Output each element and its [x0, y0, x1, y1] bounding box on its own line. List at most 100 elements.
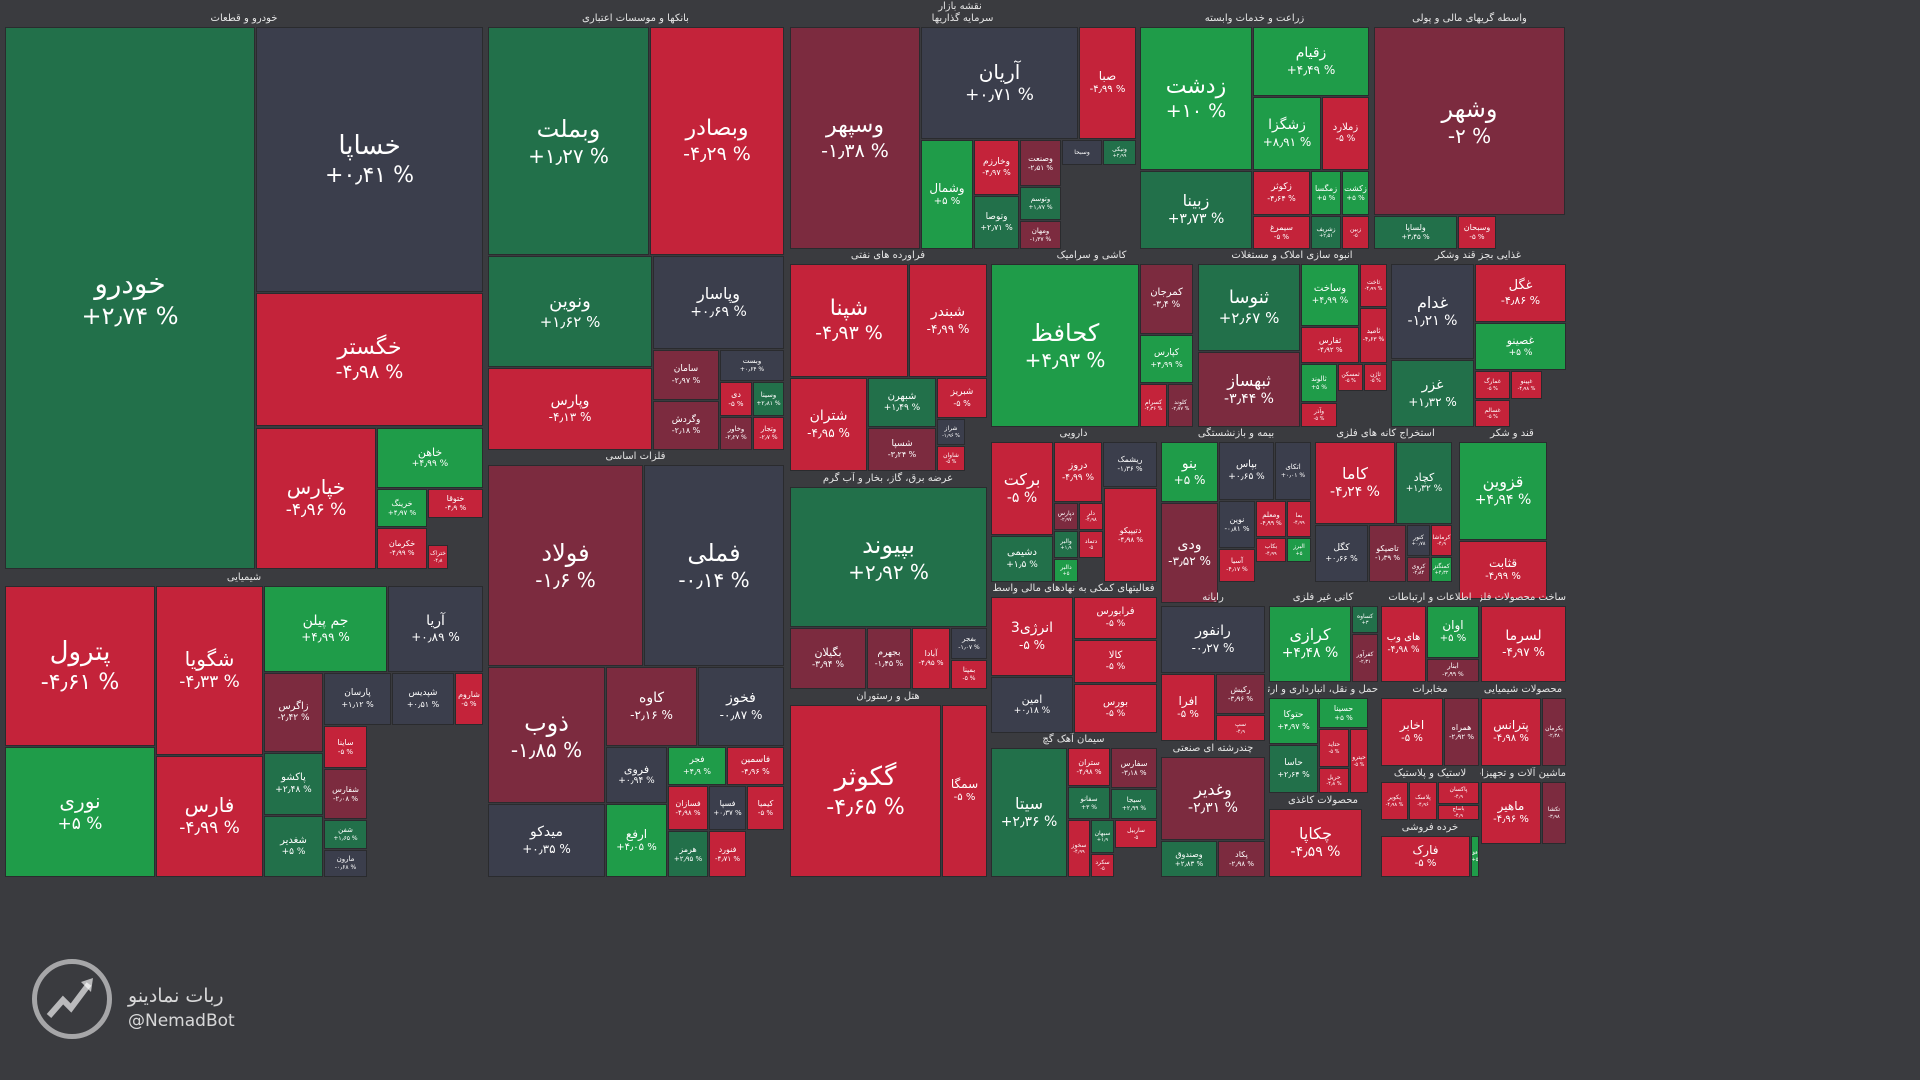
stock-tile[interactable]: زمگسا +۵ %	[1311, 171, 1341, 215]
stock-tile[interactable]: وغدیر -۲٫۳۱ %	[1161, 757, 1265, 840]
stock-tile[interactable]: بورس -۵ %	[1074, 684, 1157, 733]
stock-tile[interactable]: بمپنا -۵ %	[951, 660, 987, 689]
stock-tile[interactable]: غمارگ -۵ %	[1475, 371, 1510, 399]
stock-tile[interactable]: سفانو +۳ %	[1068, 787, 1110, 819]
stock-tile[interactable]: شبندر -۴٫۹۹ %	[909, 264, 987, 377]
stock-tile[interactable]: غصینو +۵ %	[1475, 323, 1566, 370]
stock-tile[interactable]: رکیش -۳٫۹۶ %	[1216, 674, 1265, 714]
stock-tile[interactable]: غسالم -۵ %	[1475, 400, 1510, 427]
stock-tile[interactable]: فجر +۴٫۹ %	[668, 747, 726, 785]
stock-tile[interactable]: ابنار -۳٫۹۹ %	[1427, 659, 1479, 682]
stock-tile[interactable]: فرابورس -۵ %	[1074, 597, 1157, 639]
stock-tile[interactable]: بپیوند +۲٫۹۲ %	[790, 487, 987, 627]
stock-tile[interactable]: زدشت +۱۰ %	[1140, 27, 1252, 170]
stock-tile[interactable]: ختراک -۴٫۸	[428, 545, 448, 569]
stock-tile[interactable]: وپاسار +۰٫۶۹ %	[653, 256, 784, 349]
stock-tile[interactable]: سیتا +۲٫۳۶ %	[991, 748, 1067, 877]
stock-tile[interactable]: کسرام -۴٫۳۶ %	[1140, 384, 1167, 427]
stock-tile[interactable]: تکشا -۳٫۹۸	[1542, 782, 1566, 844]
stock-tile[interactable]: ختوقا -۴٫۹ %	[428, 489, 483, 518]
stock-tile[interactable]: پکرمان -۲٫۳۸	[1542, 698, 1566, 766]
stock-tile[interactable]: ثفارس -۴٫۹۲ %	[1301, 327, 1359, 363]
stock-tile[interactable]: شفن +۱٫۶۵ %	[324, 820, 367, 849]
stock-tile[interactable]: امین +۰٫۱۸ %	[991, 677, 1073, 733]
stock-tile[interactable]: زکوثر -۴٫۶۴ %	[1253, 171, 1310, 215]
stock-tile[interactable]: فارک -۵ %	[1381, 836, 1470, 877]
stock-tile[interactable]: کساوه +۳	[1352, 606, 1378, 633]
stock-tile[interactable]: ونیکی +۲٫۹۹	[1103, 140, 1136, 165]
stock-tile[interactable]: شراز -۱٫۹۶ %	[937, 419, 965, 445]
stock-tile[interactable]: پاکشو +۲٫۴۸ %	[264, 753, 323, 815]
stock-tile[interactable]: بکاب -۴٫۹۹	[1256, 538, 1286, 562]
stock-tile[interactable]: لسرما -۴٫۹۷ %	[1481, 606, 1566, 682]
stock-tile[interactable]: سبهان +۱٫۹	[1091, 820, 1114, 853]
stock-tile[interactable]: ارفع +۴٫۰۵ %	[606, 804, 667, 877]
stock-tile[interactable]: ساربیل -۵	[1115, 820, 1157, 848]
stock-tile[interactable]: شسپا -۳٫۲۴ %	[868, 428, 936, 471]
stock-tile[interactable]: پاکسان -۴٫۹	[1438, 782, 1479, 804]
stock-tile[interactable]: وبصادر -۴٫۲۹ %	[650, 27, 784, 255]
stock-tile[interactable]: حتاید -۵ %	[1319, 729, 1349, 767]
stock-tile[interactable]: صبا -۴٫۹۹ %	[1079, 27, 1136, 139]
stock-tile[interactable]: وسینا +۲٫۸۱ %	[753, 382, 784, 416]
stock-tile[interactable]: های وب -۴٫۹۸ %	[1381, 606, 1426, 682]
stock-tile[interactable]: شپنا -۴٫۹۳ %	[790, 264, 908, 377]
stock-tile[interactable]: شبریز -۵ %	[937, 378, 987, 418]
stock-tile[interactable]: غدام -۱٫۲۱ %	[1391, 264, 1474, 359]
stock-tile[interactable]: افرا -۵ %	[1161, 674, 1215, 741]
stock-tile[interactable]: حاسا +۲٫۶۴ %	[1269, 745, 1318, 793]
stock-tile[interactable]: وخارزم -۴٫۹۷ %	[974, 140, 1019, 195]
stock-tile[interactable]: سکرد -۵	[1091, 854, 1114, 877]
stock-tile[interactable]: زبین -۵	[1342, 216, 1369, 249]
stock-tile[interactable]: وتجار -۲٫۷ %	[753, 417, 784, 450]
stock-tile[interactable]: قزوین +۴٫۹۴ %	[1459, 442, 1547, 540]
stock-tile[interactable]: والبر +۱٫۹	[1054, 531, 1078, 558]
stock-tile[interactable]: شبهرن +۱٫۴۹ %	[868, 378, 936, 427]
stock-tile[interactable]: کرازی +۴٫۴۸ %	[1269, 606, 1351, 682]
stock-tile[interactable]: زقیام +۴٫۴۹ %	[1253, 27, 1369, 96]
stock-tile[interactable]: گکوثر -۴٫۶۵ %	[790, 705, 941, 877]
stock-tile[interactable]: پلاسک -۴٫۹۶	[1409, 782, 1437, 820]
stock-tile[interactable]: پکویر -۴٫۹۸ %	[1381, 782, 1408, 820]
stock-tile[interactable]: وگردش -۲٫۱۸ %	[653, 401, 719, 450]
stock-tile[interactable]: حسینا +۵ %	[1319, 698, 1368, 728]
stock-tile[interactable]: کالا -۵ %	[1074, 640, 1157, 683]
stock-tile[interactable]: کپارس +۴٫۹۹ %	[1140, 335, 1193, 383]
stock-tile[interactable]: ثالوند +۵ %	[1301, 364, 1337, 402]
stock-tile[interactable]: کحافظ +۴٫۹۳ %	[991, 264, 1139, 427]
stock-tile[interactable]: وسبحا	[1062, 140, 1102, 165]
stock-tile[interactable]: سپ -۴٫۹	[1216, 715, 1265, 741]
stock-tile[interactable]: وصنعت -۲٫۵۱ %	[1020, 140, 1061, 186]
stock-tile[interactable]: سیجا +۲٫۹۹ %	[1111, 789, 1157, 819]
stock-tile[interactable]: ثبهساز -۳٫۴۴ %	[1198, 352, 1300, 427]
stock-tile[interactable]: ثنوسا +۲٫۶۷ %	[1198, 264, 1300, 351]
stock-tile[interactable]: خاهن +۴٫۹۹ %	[377, 428, 483, 488]
stock-tile[interactable]: ساینا -۵ %	[324, 726, 367, 768]
stock-tile[interactable]: غپینو -۴٫۹۸ %	[1511, 371, 1542, 399]
stock-tile[interactable]: بپاس +۰٫۶۵ %	[1219, 442, 1274, 500]
stock-tile[interactable]: زاگرس -۲٫۴۲ %	[264, 673, 323, 752]
stock-tile[interactable]: دپارس -۲٫۹۷	[1054, 503, 1078, 530]
stock-tile[interactable]: وآذر -۵ %	[1301, 403, 1337, 427]
stock-tile[interactable]: بفجر -۱٫۰۷ %	[951, 628, 987, 659]
stock-tile[interactable]: دشیمی +۱٫۵ %	[991, 536, 1053, 582]
stock-tile[interactable]: بنو +۵ %	[1161, 442, 1218, 502]
stock-tile[interactable]: غگل -۴٫۸۶ %	[1475, 264, 1566, 322]
stock-tile[interactable]: ثاژن -۵ %	[1364, 364, 1387, 391]
stock-tile[interactable]: فولاد -۱٫۶ %	[488, 465, 643, 666]
stock-tile[interactable]: فسپا +۰٫۳۷ %	[709, 786, 746, 830]
stock-tile[interactable]: اوان +۵ %	[1427, 606, 1479, 658]
stock-tile[interactable]: همراه -۲٫۹۲ %	[1444, 698, 1479, 766]
stock-tile[interactable]: وخاور -۲٫۲۷ %	[720, 417, 752, 450]
stock-tile[interactable]: ولساپا +۳٫۴۵ %	[1374, 216, 1457, 249]
stock-tile[interactable]: خودرو +۲٫۷۴ %	[5, 27, 255, 569]
stock-tile[interactable]: ستران -۴٫۹۸ %	[1068, 748, 1110, 786]
stock-tile[interactable]: دروز -۴٫۹۹ %	[1054, 442, 1102, 502]
stock-tile[interactable]: حتوکا +۴٫۹۷ %	[1269, 698, 1318, 744]
stock-tile[interactable]: کمنگنز +۴٫۳۲	[1431, 557, 1452, 582]
stock-tile[interactable]: دتماد -۵	[1079, 531, 1103, 558]
stock-tile[interactable]: سفارس -۳٫۱۸ %	[1111, 748, 1157, 788]
stock-tile[interactable]: دتیپیکو -۴٫۹۸ %	[1104, 488, 1157, 582]
stock-tile[interactable]: مارون -۰٫۶۸ %	[324, 850, 367, 877]
stock-tile[interactable]: شتران -۴٫۹۵ %	[790, 378, 867, 471]
